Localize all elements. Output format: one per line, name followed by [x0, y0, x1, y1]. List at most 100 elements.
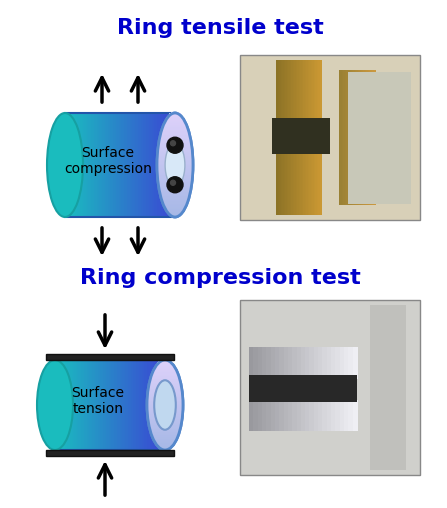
Bar	[95, 360, 97, 450]
Bar	[128, 360, 130, 450]
Bar	[79, 113, 81, 217]
Bar	[156, 113, 158, 217]
Bar	[149, 380, 181, 383]
Bar	[160, 194, 190, 196]
Bar	[93, 360, 96, 450]
Bar	[162, 199, 188, 201]
Bar	[76, 113, 78, 217]
Bar	[154, 113, 157, 217]
Bar	[101, 360, 103, 450]
Bar	[148, 413, 182, 415]
Bar	[150, 378, 180, 380]
Bar	[151, 431, 179, 433]
Bar	[113, 113, 115, 217]
Bar	[313, 60, 316, 215]
Bar	[149, 383, 181, 385]
Bar	[72, 113, 74, 217]
Bar	[350, 70, 353, 205]
Bar	[327, 347, 332, 379]
Bar	[147, 405, 183, 407]
Bar	[99, 360, 101, 450]
Bar	[365, 70, 367, 205]
Bar	[352, 70, 354, 205]
Bar	[124, 360, 126, 450]
Bar	[318, 347, 324, 379]
Bar	[296, 347, 302, 379]
Bar	[139, 113, 142, 217]
Bar	[74, 360, 76, 450]
Bar	[157, 171, 193, 173]
Bar	[136, 360, 139, 450]
Bar	[124, 113, 127, 217]
Bar	[80, 113, 83, 217]
Bar	[240, 300, 420, 475]
Bar	[165, 118, 185, 121]
Bar	[98, 113, 101, 217]
Bar	[161, 360, 163, 450]
Bar	[83, 360, 85, 450]
Ellipse shape	[37, 360, 73, 450]
Ellipse shape	[47, 113, 83, 217]
Circle shape	[170, 141, 176, 146]
Bar	[315, 60, 317, 215]
Bar	[166, 208, 184, 210]
Bar	[161, 130, 189, 133]
Bar	[130, 113, 132, 217]
Bar	[161, 113, 164, 217]
Bar	[159, 186, 191, 188]
Bar	[157, 151, 193, 153]
Bar	[157, 172, 193, 174]
Bar	[106, 113, 109, 217]
Bar	[145, 113, 147, 217]
Bar	[147, 397, 183, 399]
Bar	[156, 365, 174, 367]
Bar	[73, 113, 76, 217]
Bar	[159, 139, 191, 142]
Bar	[152, 113, 154, 217]
Bar	[147, 409, 183, 412]
Bar	[345, 70, 347, 205]
Bar	[369, 70, 371, 205]
Bar	[348, 347, 354, 379]
Bar	[148, 385, 181, 387]
Bar	[371, 70, 373, 205]
Bar	[89, 360, 92, 450]
Bar	[171, 112, 179, 114]
Bar	[113, 360, 115, 450]
Bar	[121, 360, 123, 450]
Bar	[152, 432, 179, 434]
Bar	[147, 403, 183, 405]
Bar	[301, 400, 306, 431]
Bar	[132, 113, 135, 217]
Bar	[69, 113, 72, 217]
Bar	[158, 177, 192, 179]
Bar	[152, 372, 178, 374]
Bar	[249, 400, 254, 431]
Bar	[132, 360, 135, 450]
Bar	[309, 400, 315, 431]
Bar	[159, 138, 191, 140]
Bar	[157, 443, 173, 446]
Bar	[122, 360, 125, 450]
Bar	[148, 394, 183, 396]
Bar	[278, 60, 280, 215]
Bar	[131, 360, 133, 450]
Bar	[158, 146, 192, 148]
Bar	[285, 60, 287, 215]
Bar	[368, 70, 370, 205]
Bar	[314, 400, 319, 431]
Bar	[158, 143, 192, 145]
Bar	[266, 400, 272, 431]
Bar	[288, 400, 293, 431]
Bar	[164, 113, 166, 217]
Bar	[66, 113, 69, 217]
Bar	[164, 122, 186, 124]
Bar	[171, 213, 179, 216]
Bar	[114, 113, 117, 217]
Bar	[68, 113, 70, 217]
Bar	[147, 395, 183, 397]
Bar	[262, 347, 267, 379]
Bar	[148, 418, 182, 420]
Bar	[167, 209, 183, 212]
Bar	[46, 450, 174, 456]
